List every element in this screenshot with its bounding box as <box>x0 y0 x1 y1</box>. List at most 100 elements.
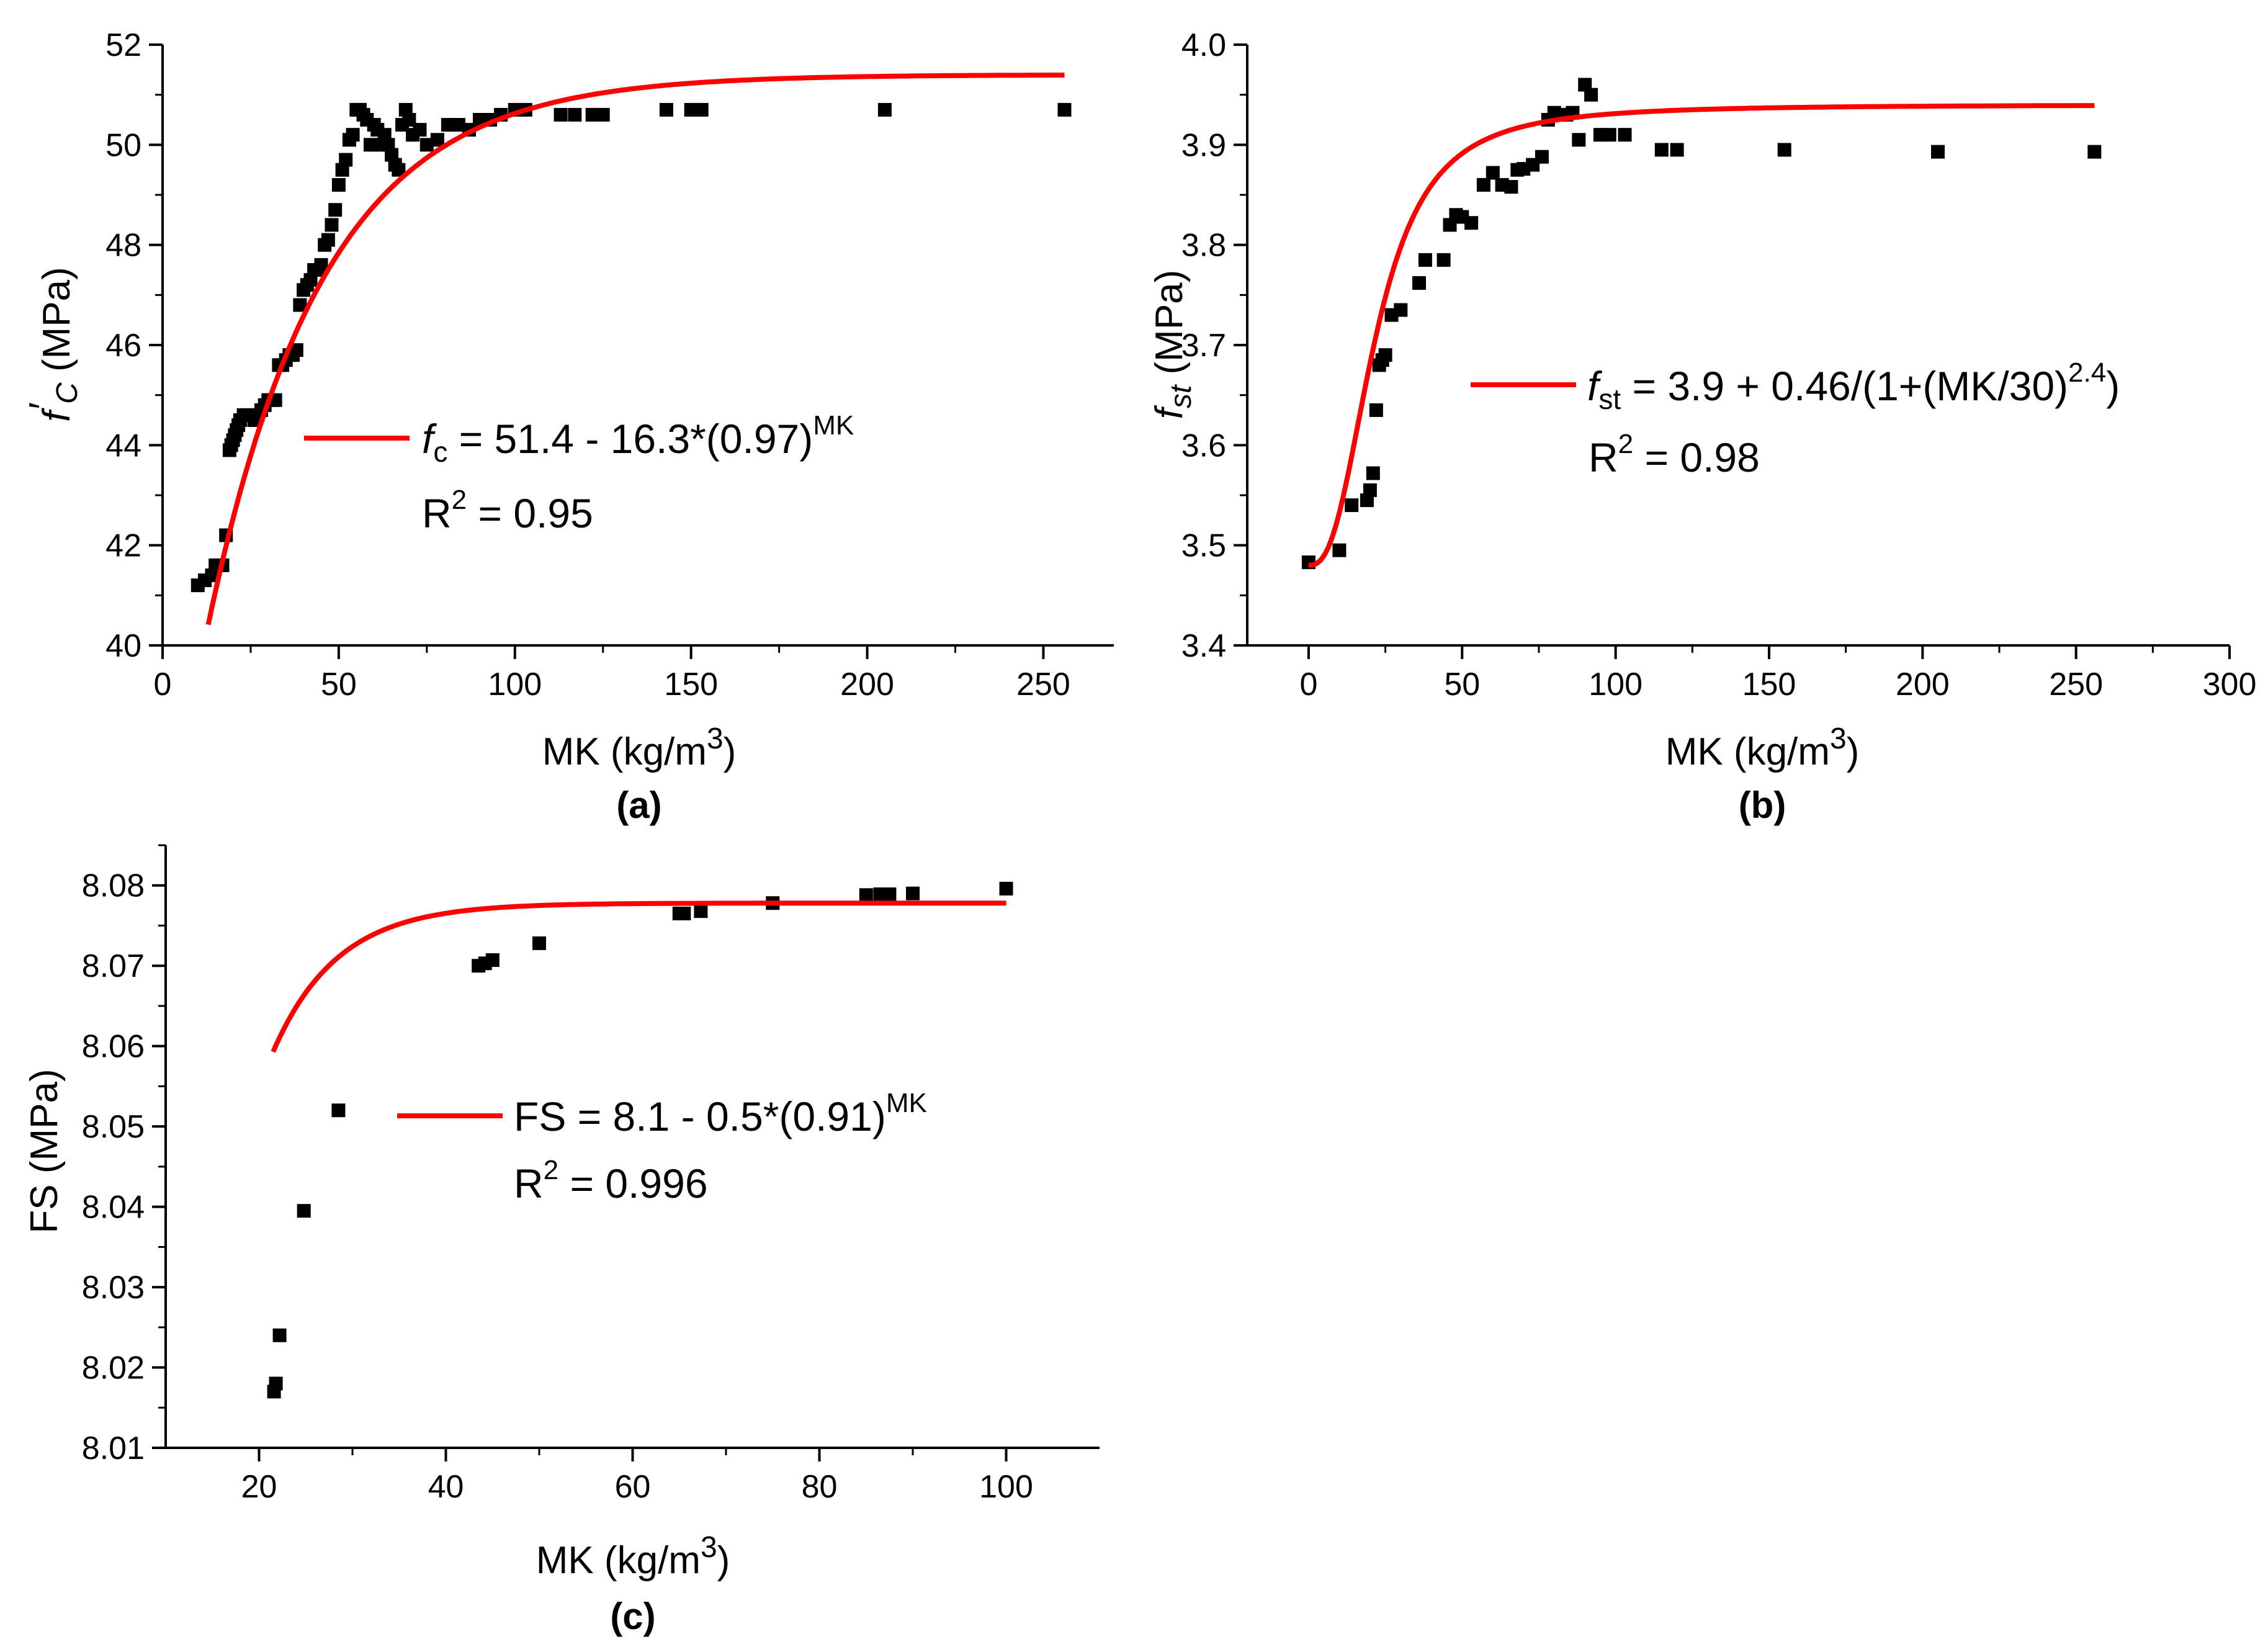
chart-a-point <box>419 138 434 152</box>
chart-c-y-tick-label: 8.02 <box>82 1350 145 1386</box>
chart-a-x-tick-label: 200 <box>840 667 894 703</box>
chart-c-y-tick-label: 8.06 <box>82 1029 145 1065</box>
chart-a-y-tick-label: 42 <box>105 528 141 564</box>
chart-c-point <box>297 1204 311 1218</box>
chart-a-y-tick-label: 50 <box>105 127 141 163</box>
chart-b-point <box>1572 133 1586 147</box>
chart-c-point <box>906 886 920 900</box>
chart-b-x-tick-label: 100 <box>1589 667 1643 703</box>
chart-b-panel-label: (b) <box>1739 784 1786 826</box>
chart-b-y-tick-label: 3.5 <box>1181 528 1226 564</box>
chart-b-y-tick-label: 3.6 <box>1181 428 1226 464</box>
chart-b-point <box>1486 166 1500 180</box>
chart-b-y-tick-label: 3.7 <box>1181 328 1226 364</box>
chart-a-point <box>568 107 582 122</box>
chart-c-y-axis-title: FS (MPa) <box>23 1069 66 1233</box>
chart-b-x-tick-label: 300 <box>2203 667 2257 703</box>
chart-a-y-tick-label: 52 <box>105 27 141 63</box>
chart-c-x-tick-label: 20 <box>241 1469 277 1505</box>
chart-b-point <box>1504 180 1518 194</box>
chart-b-point <box>1584 88 1598 102</box>
chart-a-y-tick-label: 48 <box>105 228 141 264</box>
chart-b-point <box>1931 145 1945 159</box>
chart-b-fit-line <box>1308 103 2095 568</box>
chart-c-x-tick-label: 80 <box>802 1469 838 1505</box>
chart-a-point <box>1057 102 1072 117</box>
chart-c-marks <box>267 881 1013 1399</box>
chart-c-axes: 20 40 60 80 100 8.01 8.02 8.03 8.04 8.05 8.06 8.07 8… <box>82 844 1100 1505</box>
chart-b-y-axis-title: fst (MPa) <box>1148 270 1198 420</box>
chart-c-panel-label: (c) <box>610 1596 655 1637</box>
chart-a-point <box>402 113 416 127</box>
chart-b-y-tick-label: 3.9 <box>1181 127 1226 163</box>
chart-c-x-tick-label: 40 <box>428 1469 464 1505</box>
chart-c-point <box>677 907 691 920</box>
chart-a-y-tick-label: 44 <box>105 428 141 464</box>
chart-c-y-tick-label: 8.05 <box>82 1109 145 1145</box>
chart-a-point <box>694 102 709 117</box>
chart-b-point <box>1394 303 1408 317</box>
chart-c-y-tick-label: 8.01 <box>82 1430 145 1466</box>
chart-b-x-axis-title: MK (kg/m3) <box>1665 722 1860 773</box>
chart-a-fit-line <box>205 72 1065 626</box>
chart-a-x-tick-label: 0 <box>154 667 172 703</box>
chart-c-legend-r2: R2 = 0.996 <box>514 1155 708 1206</box>
chart-b-y-tick-label: 4.0 <box>1181 27 1226 63</box>
chart-b-x-tick-label: 250 <box>2049 667 2103 703</box>
chart-a-point <box>659 102 673 117</box>
chart-a-point <box>325 218 339 232</box>
chart-a-axes: 0 50 100 150 200 250 40 42 44 46 48 50 52 <box>105 27 1114 703</box>
chart-a-point <box>289 343 303 357</box>
chart-c-x-tick-label: 60 <box>615 1469 651 1505</box>
chart-c-y-tick-label: 8.08 <box>82 868 145 904</box>
chart-c-point <box>882 887 897 901</box>
chart-b-point <box>1412 276 1426 290</box>
chart-c-point <box>269 1376 283 1391</box>
chart-a-x-tick-label: 100 <box>488 667 542 703</box>
chart-c-x-tick-label: 100 <box>979 1469 1033 1505</box>
chart-b-point <box>1670 143 1684 157</box>
chart-b-point <box>1363 483 1377 497</box>
chart-b-point <box>1618 128 1632 142</box>
chart-b-point <box>1464 216 1479 230</box>
chart-c-point <box>859 888 873 902</box>
chart-a-point <box>451 118 465 132</box>
chart-c-point <box>532 936 546 950</box>
chart-a-point <box>346 128 360 142</box>
chart-c-point <box>272 1328 287 1342</box>
chart-a-point <box>392 163 406 177</box>
chart-a-legend-label: fc = 51.4 - 16.3*(0.97)MK <box>422 410 854 468</box>
chart-b-point <box>1345 498 1359 513</box>
chart-a-point <box>328 203 343 217</box>
chart-b-point <box>1369 403 1383 417</box>
chart-c-legend: FS = 8.1 - 0.5*(0.91)MK R2 = 0.996 <box>397 1088 927 1206</box>
chart-b-legend-r2: R2 = 0.98 <box>1589 429 1760 480</box>
chart-a-marks <box>190 72 1072 626</box>
chart-b-x-tick-label: 150 <box>1742 667 1796 703</box>
chart-c-y-tick-label: 8.07 <box>82 948 145 984</box>
chart-b-axes: 0 50 100 150 200 250 300 3.4 3.5 3.6 3.7 3.8 3.9 4.0 <box>1181 27 2257 703</box>
chart-b-point <box>1378 348 1392 362</box>
chart-c-point <box>485 953 500 967</box>
chart-a-point <box>364 138 377 152</box>
chart-b-point <box>1332 543 1347 557</box>
chart-a-point <box>331 177 346 192</box>
chart-b-point <box>1476 177 1490 192</box>
chart-b-point <box>1418 253 1432 267</box>
chart-a-point <box>293 298 307 312</box>
chart-a-legend-r2: R2 = 0.95 <box>422 485 593 536</box>
chart-b-y-tick-label: 3.4 <box>1181 628 1226 664</box>
chart-c-legend-label: FS = 8.1 - 0.5*(0.91)MK <box>514 1088 927 1139</box>
chart-a-legend: fc = 51.4 - 16.3*(0.97)MK R2 = 0.95 <box>304 410 854 536</box>
chart-a-y-axis-title: f′C (MPa) <box>22 267 84 422</box>
chart-b-point <box>1602 128 1616 142</box>
chart-b-x-tick-label: 50 <box>1444 667 1480 703</box>
chart-a: 0 50 100 150 200 250 40 42 44 46 48 50 52 fc = 51.4 … <box>22 27 1114 826</box>
chart-b-marks <box>1301 78 2102 570</box>
chart-a-point <box>339 153 353 167</box>
chart-a-x-tick-label: 50 <box>321 667 357 703</box>
chart-a-panel-label: (a) <box>616 784 661 826</box>
chart-b-x-tick-label: 200 <box>1896 667 1950 703</box>
chart-b-y-tick-label: 3.8 <box>1181 228 1226 264</box>
